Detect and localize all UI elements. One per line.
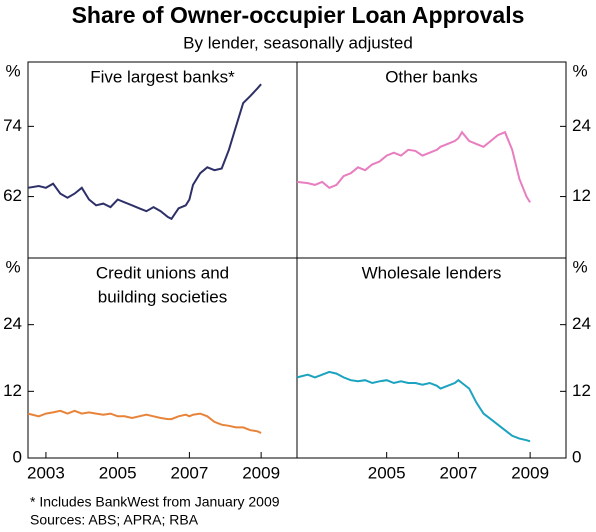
y-tick-label: 24 [3,314,22,333]
chart-subtitle: By lender, seasonally adjusted [183,33,413,52]
x-tick-label: 2003 [27,463,65,482]
y-tick-label: 0 [572,447,581,466]
y-tick-label: 24 [572,116,591,135]
y-tick-label: 12 [3,381,22,400]
series-line [296,130,531,203]
y-unit-label: % [5,61,20,80]
x-tick-label: 2009 [242,463,280,482]
y-tick-label: 0 [13,447,22,466]
x-tick-label: 2005 [368,463,406,482]
x-tick-label: 2009 [511,463,549,482]
panel-title: Wholesale lenders [362,263,502,282]
x-tick-label: 2007 [439,463,477,482]
x-tick-label: 2005 [99,463,137,482]
chart-title: Share of Owner-occupier Loan Approvals [72,2,525,28]
y-unit-label: % [572,61,587,80]
panel-title: Credit unions and [96,263,229,282]
x-tick-label: 2007 [170,463,208,482]
panel-title: building societies [98,287,227,306]
sources: Sources: ABS; APRA; RBA [30,512,199,528]
panel-title: Other banks [385,67,478,86]
series-line [27,83,262,221]
series-line [27,409,262,434]
y-tick-label: 24 [572,314,591,333]
y-tick-label: 62 [3,186,22,205]
y-tick-label: 12 [572,381,591,400]
y-tick-label: 12 [572,186,591,205]
footnote: * Includes BankWest from January 2009 [30,494,280,510]
y-unit-label: % [572,257,587,276]
y-unit-label: % [5,257,20,276]
series-line [296,370,531,443]
y-tick-label: 74 [3,116,22,135]
panel-title: Five largest banks* [90,67,235,86]
